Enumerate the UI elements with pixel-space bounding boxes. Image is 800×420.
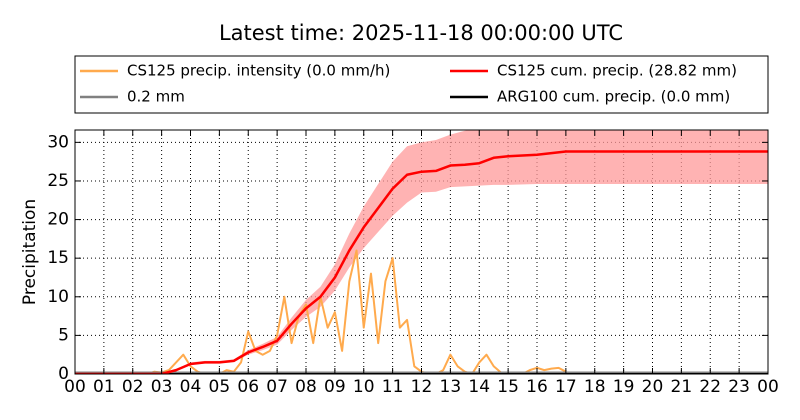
x-tick-label: 00 <box>757 377 779 397</box>
legend-label: CS125 cum. precip. (28.82 mm) <box>497 62 737 80</box>
plot-frame <box>74 129 769 375</box>
y-tick-label: 5 <box>58 325 69 345</box>
x-tick-label: 07 <box>266 377 288 397</box>
series-line <box>75 249 567 374</box>
x-tick-label: 16 <box>526 377 548 397</box>
x-tick-label: 18 <box>584 377 606 397</box>
x-tick-label: 08 <box>295 377 317 397</box>
legend-label: CS125 precip. intensity (0.0 mm/h) <box>127 62 390 80</box>
x-tick-label: 05 <box>209 377 231 397</box>
series-line <box>75 150 768 374</box>
legend-label: 0.2 mm <box>127 88 185 106</box>
y-tick-label: 15 <box>47 248 69 268</box>
chart-title: Latest time: 2025-11-18 00:00:00 UTC <box>219 21 623 45</box>
x-tick-label: 17 <box>555 377 577 397</box>
x-tick-label: 19 <box>613 377 635 397</box>
x-tick-label: 00 <box>64 377 86 397</box>
x-tick-label: 11 <box>382 377 404 397</box>
y-axis-label: Precipitation <box>20 199 40 305</box>
x-tick-label: 09 <box>324 377 346 397</box>
x-tick-label: 22 <box>699 377 721 397</box>
y-tick-label: 30 <box>47 132 69 152</box>
x-tick-label: 20 <box>642 377 664 397</box>
x-tick-label: 02 <box>122 377 144 397</box>
x-tick-label: 03 <box>151 377 173 397</box>
x-tick-label: 12 <box>411 377 433 397</box>
y-tick-label: 10 <box>47 287 69 307</box>
y-tick-label: 25 <box>47 171 69 191</box>
x-tick-label: 15 <box>497 377 519 397</box>
x-tick-label: 23 <box>728 377 750 397</box>
legend-box <box>74 55 769 114</box>
x-tick-label: 04 <box>180 377 202 397</box>
y-tick-label: 20 <box>47 210 69 230</box>
uncertainty-band <box>75 130 768 374</box>
plot-area <box>75 130 768 374</box>
y-tick-label: 0 <box>58 364 69 384</box>
x-tick-label: 10 <box>353 377 375 397</box>
x-tick-label: 13 <box>440 377 462 397</box>
x-tick-label: 06 <box>237 377 259 397</box>
x-tick-label: 01 <box>93 377 115 397</box>
legend-label: ARG100 cum. precip. (0.0 mm) <box>497 88 730 106</box>
x-tick-label: 14 <box>468 377 490 397</box>
x-tick-label: 21 <box>671 377 693 397</box>
